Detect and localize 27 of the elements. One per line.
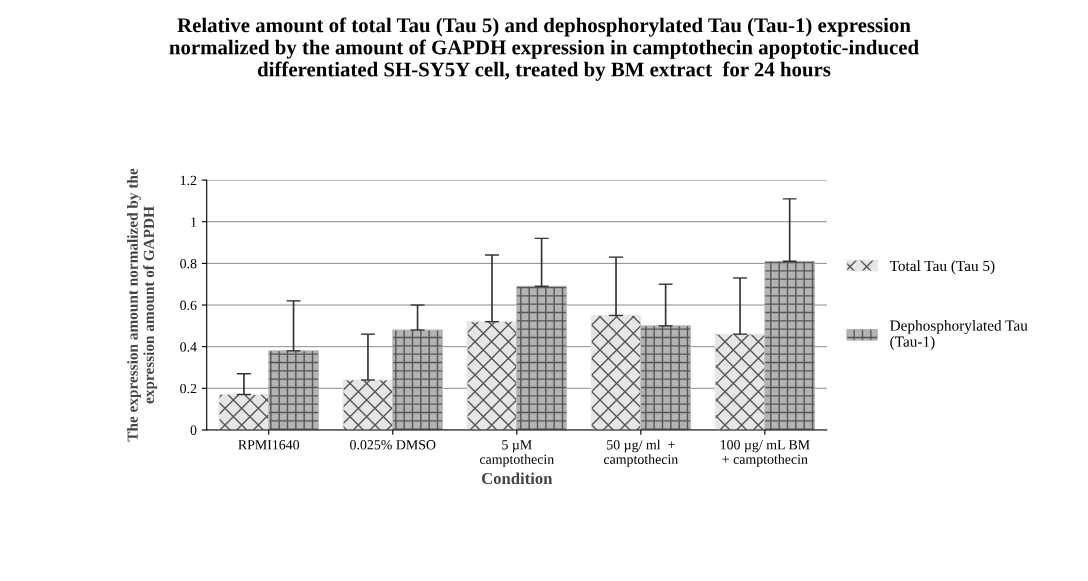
x-tick-label: 100 µg/ mL BM + camptothecin [720,440,810,467]
bar [268,350,319,430]
bar [714,333,766,430]
bar [466,321,518,430]
y-tick-label: 1.2 [180,175,197,186]
y-axis-title: The expression amount normalized by the expression amount of GAPDH [127,168,158,442]
y-tick-label: 0.4 [180,342,197,352]
bar [590,315,642,430]
y-tick-label: 1 [191,217,197,227]
bar [342,379,394,430]
legend-label: Dephosphorylated Tau (Tau-1) [890,319,1028,350]
x-axis-title: Condition [481,472,553,485]
x-tick-label: RPMI1640 [238,440,300,450]
y-tick-label: 0 [190,425,197,435]
x-tick-label: 0.025% DMSO [350,440,436,450]
bar [218,394,270,430]
x-tick-label: 50 µg/ ml + camptothecin [603,439,679,467]
x-tick-label: 5 µM camptothecin [479,440,554,467]
bar [640,325,691,430]
legend-label: Total Tau (Tau 5) [889,260,995,275]
y-tick-label: 0.8 [180,258,197,269]
y-tick-label: 0.2 [180,383,197,394]
bar [516,285,567,430]
bar [392,329,443,430]
chart-title: Relative amount of total Tau (Tau 5) and dephosphorylated Tau (Tau-1) expression normalized by the amount of GAPDH expression in camptothecin apoptotic-induced differentiated SH-SY5Y cell, treated by BM extract for 24 hours [169,17,919,81]
bar [764,260,815,430]
y-tick-label: 0.6 [180,300,197,311]
